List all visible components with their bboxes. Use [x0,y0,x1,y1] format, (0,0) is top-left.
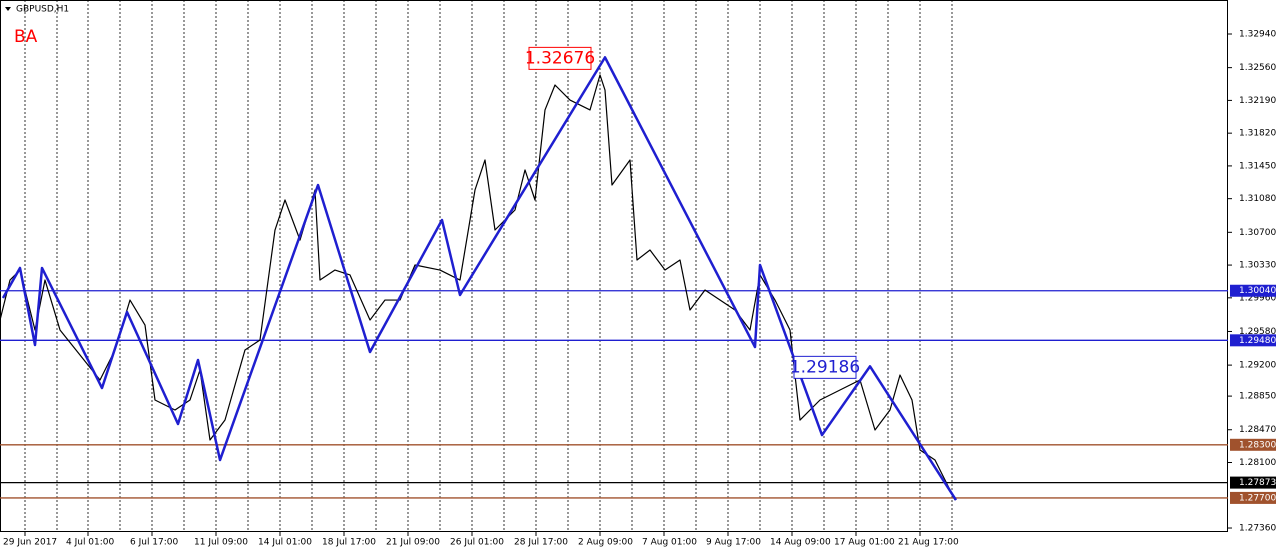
level-label: 1.27873 [1239,478,1276,488]
x-tick-label: 21 Aug 17:00 [898,538,959,548]
y-tick-label: 1.27360 [1239,524,1276,534]
level-tag [1230,284,1276,297]
x-tick-label: 2 Aug 09:00 [578,538,633,548]
chart-title: GBPUSD,H1 [16,5,69,15]
x-tick-label: 14 Aug 09:00 [770,538,831,548]
y-tick-label: 1.31080 [1239,194,1276,204]
x-tick-label: 28 Jul 17:00 [514,538,568,548]
y-tick-label: 1.30700 [1239,228,1276,238]
level-label: 1.28300 [1239,440,1276,450]
y-tick-label: 1.28850 [1239,392,1276,402]
indicator-label: BA [14,27,38,47]
x-tick-label: 29 Jun 2017 [3,538,57,548]
zigzag-line [1,56,958,501]
y-tick-label: 1.31820 [1239,129,1276,139]
annotation-label: 1.29186 [790,357,860,377]
x-tick-label: 11 Jul 09:00 [194,538,248,548]
y-tick-label: 1.28470 [1239,425,1276,435]
level-label: 1.29480 [1239,336,1276,346]
plot-frame [0,0,1228,532]
x-tick-label: 17 Aug 01:00 [834,538,895,548]
y-tick-label: 1.30330 [1239,261,1276,271]
annotation-label: 1.32676 [525,48,595,68]
level-tag [1230,491,1276,504]
y-tick-label: 1.29580 [1239,327,1276,337]
y-tick-label: 1.29960 [1239,293,1276,303]
level-label: 1.27700 [1239,493,1276,503]
y-tick-label: 1.32940 [1239,29,1276,39]
level-tag [1230,476,1276,489]
x-tick-label: 21 Jul 09:00 [386,538,440,548]
y-tick-label: 1.32560 [1239,63,1276,73]
x-tick-label: 14 Jul 01:00 [258,538,312,548]
x-tick-label: 18 Jul 17:00 [322,538,376,548]
annotation-box [528,46,592,70]
x-tick-label: 6 Jul 17:00 [130,538,179,548]
x-tick-label: 4 Jul 01:00 [66,538,115,548]
title-arrow [5,7,11,11]
annotation-box [793,355,857,379]
x-tick-label: 7 Aug 01:00 [642,538,697,548]
y-tick-label: 1.32190 [1239,96,1276,106]
x-tick-label: 26 Jul 01:00 [450,538,504,548]
y-tick-label: 1.31450 [1239,161,1276,171]
level-tag [1230,438,1276,451]
level-label: 1.30040 [1239,286,1276,296]
y-tick-label: 1.29200 [1239,361,1276,371]
x-tick-label: 9 Aug 17:00 [706,538,761,548]
y-tick-label: 1.28100 [1239,458,1276,468]
level-tag [1230,334,1276,347]
